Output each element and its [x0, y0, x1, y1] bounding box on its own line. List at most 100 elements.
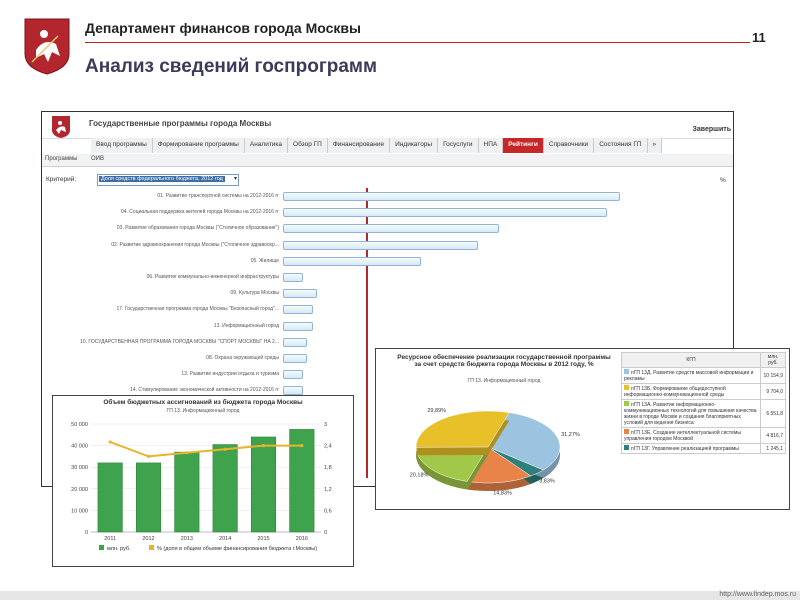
rating-category-label: 09. Культура Москвы — [230, 290, 279, 297]
program-name: пГП 13А. Развитие информационно-коммуник… — [624, 402, 757, 426]
table-cell-name: пГП 13Б. Формирование общедоступной инфо… — [620, 383, 762, 400]
nav-tab[interactable]: Индикаторы — [390, 138, 439, 153]
table-row: пГП 13Б. Формирование общедоступной инфо… — [620, 383, 786, 400]
rating-category-label: 01. Развитие транспортной системы на 201… — [157, 193, 279, 199]
table-header: КГП — [620, 352, 762, 368]
y2-tick-label: 2,4 — [324, 444, 332, 450]
program-name: пГП 13Г. Управление реализацией программ… — [631, 446, 739, 452]
y2-tick-label: 1,8 — [324, 465, 332, 471]
criterion-label: Критерий: — [46, 176, 77, 183]
table-row: пГП 13А. Развитие информационно-коммуник… — [620, 399, 786, 428]
legend-swatch — [99, 545, 104, 550]
table-header-row: КГП млн. руб. — [620, 352, 786, 368]
rating-bar[interactable] — [283, 321, 314, 331]
logout-link[interactable]: Завершить — [692, 126, 731, 133]
y-tick-label: 30 000 — [71, 465, 88, 471]
rating-bar[interactable] — [283, 305, 314, 315]
legend-label: % (доля в общем объеме финансирования бю… — [157, 546, 317, 552]
legend-swatch — [624, 445, 629, 450]
rating-bar[interactable] — [283, 240, 479, 250]
budget-bar[interactable] — [212, 444, 238, 533]
moscow-emblem-icon — [52, 116, 70, 138]
nav-tab[interactable]: Состояния ГП — [594, 138, 648, 153]
table-cell-value: 10 154,9 — [760, 367, 786, 384]
nav-tab[interactable]: Финансирование — [327, 138, 391, 153]
nav-tab[interactable]: » — [647, 138, 663, 153]
table-cell-value: 1 245,1 — [760, 443, 786, 454]
table-header: млн. руб. — [760, 352, 786, 368]
chart-title: Объем бюджетных ассигнований из бюджета … — [103, 399, 303, 406]
nav-tab[interactable]: Обзор ГП — [288, 138, 328, 153]
y2-tick-label: 1,2 — [324, 487, 332, 493]
legend-swatch — [624, 369, 629, 374]
share-point — [185, 451, 189, 455]
rating-category-label: 04. Социальная поддержка жителей города … — [120, 209, 279, 216]
pie-data-label: 31,27% — [561, 432, 580, 438]
nav-tab[interactable]: Справочники — [543, 138, 595, 153]
criterion-value: Доля средств федерального бюджета, 2012 … — [99, 176, 225, 182]
rating-category-label: 13. Информационный город — [213, 322, 279, 329]
pie-data-label: 14,83% — [493, 490, 512, 496]
pie-slice — [487, 412, 561, 471]
app-title: Государственные программы города Москвы — [89, 119, 272, 128]
chart-subtitle: ГП 13. Информационный город — [166, 408, 240, 414]
budget-bar[interactable] — [135, 462, 162, 533]
pie-data-label: 29,89% — [427, 408, 446, 414]
rating-bar[interactable] — [283, 354, 307, 363]
rating-category-label: 10. ГОСУДАРСТВЕННАЯ ПРОГРАММА ГОРОДА МОС… — [80, 338, 279, 345]
pie-chart: 31,27% 3,83% 14,83% 20,18% 29,89% — [410, 408, 580, 496]
program-name: пГП 13Д. Развитие средств массовой инфор… — [624, 370, 754, 382]
nav-tab[interactable]: Ввод программы — [91, 138, 153, 153]
average-marker-line — [366, 188, 368, 478]
criterion-select[interactable]: Доля средств федерального бюджета, 2012 … — [97, 174, 239, 186]
table-cell-value: 9 704,0 — [760, 383, 786, 400]
x-tick-label: 2016 — [296, 536, 308, 542]
footer-url: http://www.findep.mos.ru — [719, 591, 796, 598]
share-point — [146, 454, 151, 458]
pie-chart-panel: Ресурсное обеспечение реализации государ… — [375, 348, 790, 510]
rating-bar[interactable] — [283, 208, 607, 218]
y2-tick-label: 0,6 — [324, 508, 332, 514]
rating-bar[interactable] — [283, 273, 304, 282]
share-point — [300, 444, 304, 448]
rating-category-label: 06. Развитие коммунально-инженерной инфр… — [146, 274, 279, 280]
x-tick-label: 2013 — [181, 536, 193, 542]
rating-bar[interactable] — [283, 256, 422, 266]
share-point — [223, 447, 227, 451]
pie-legend-table: КГП млн. руб. пГП 13Д. Развитие средств … — [620, 352, 786, 454]
pie-data-label: 3,83% — [539, 478, 555, 484]
unit-label: % — [720, 177, 726, 184]
slide-title: Анализ сведений госпрограмм — [85, 56, 378, 77]
rating-bar[interactable] — [283, 192, 620, 201]
table-cell-name: пГП 13Д. Развитие средств массовой инфор… — [620, 367, 762, 384]
subtab-oiv[interactable]: ОИВ — [91, 156, 104, 162]
footer-bar: http://www.findep.mos.ru — [0, 591, 800, 600]
nav-tab[interactable]: Аналитика — [244, 138, 289, 153]
main-nav: Ввод программы Формирование программы Анал… — [91, 138, 663, 153]
legend-swatch — [624, 429, 629, 434]
subtab-programs[interactable]: Программы — [45, 156, 78, 162]
rating-chart: 01. Развитие транспортной системы на 201… — [42, 188, 733, 478]
table-row: пГП 13Д. Развитие средств массовой инфор… — [620, 367, 786, 384]
nav-tab[interactable]: Формирование программы — [152, 138, 245, 153]
rating-bar[interactable] — [283, 337, 307, 347]
legend-swatch — [149, 545, 154, 550]
budget-bar[interactable] — [174, 451, 200, 533]
rating-bar[interactable] — [283, 386, 304, 396]
pie-subtitle: ГП 13. Информационный город — [467, 378, 541, 384]
y2-tick-label: 0 — [324, 530, 327, 536]
nav-tab[interactable]: Рейтинги — [503, 138, 544, 153]
pie-slice — [415, 446, 489, 482]
nav-tab[interactable]: Госуслуги — [438, 138, 479, 153]
rating-bar[interactable] — [283, 224, 499, 234]
table-cell-name: пГП 13Е. Создание интеллектуальной систе… — [620, 427, 762, 444]
rating-bar[interactable] — [283, 289, 317, 299]
nav-tab[interactable]: НПА — [478, 138, 504, 153]
rating-bar[interactable] — [283, 370, 304, 380]
budget-bar[interactable] — [250, 436, 277, 533]
moscow-emblem-icon — [24, 18, 70, 75]
rating-category-label: 08. Охрана окружающей среды — [206, 355, 279, 361]
rating-category-label: 14. Стимулирование экономической активно… — [130, 387, 279, 394]
rating-category-label: 17. Государственная программа города Мос… — [116, 306, 279, 313]
budget-bar[interactable] — [97, 462, 123, 533]
